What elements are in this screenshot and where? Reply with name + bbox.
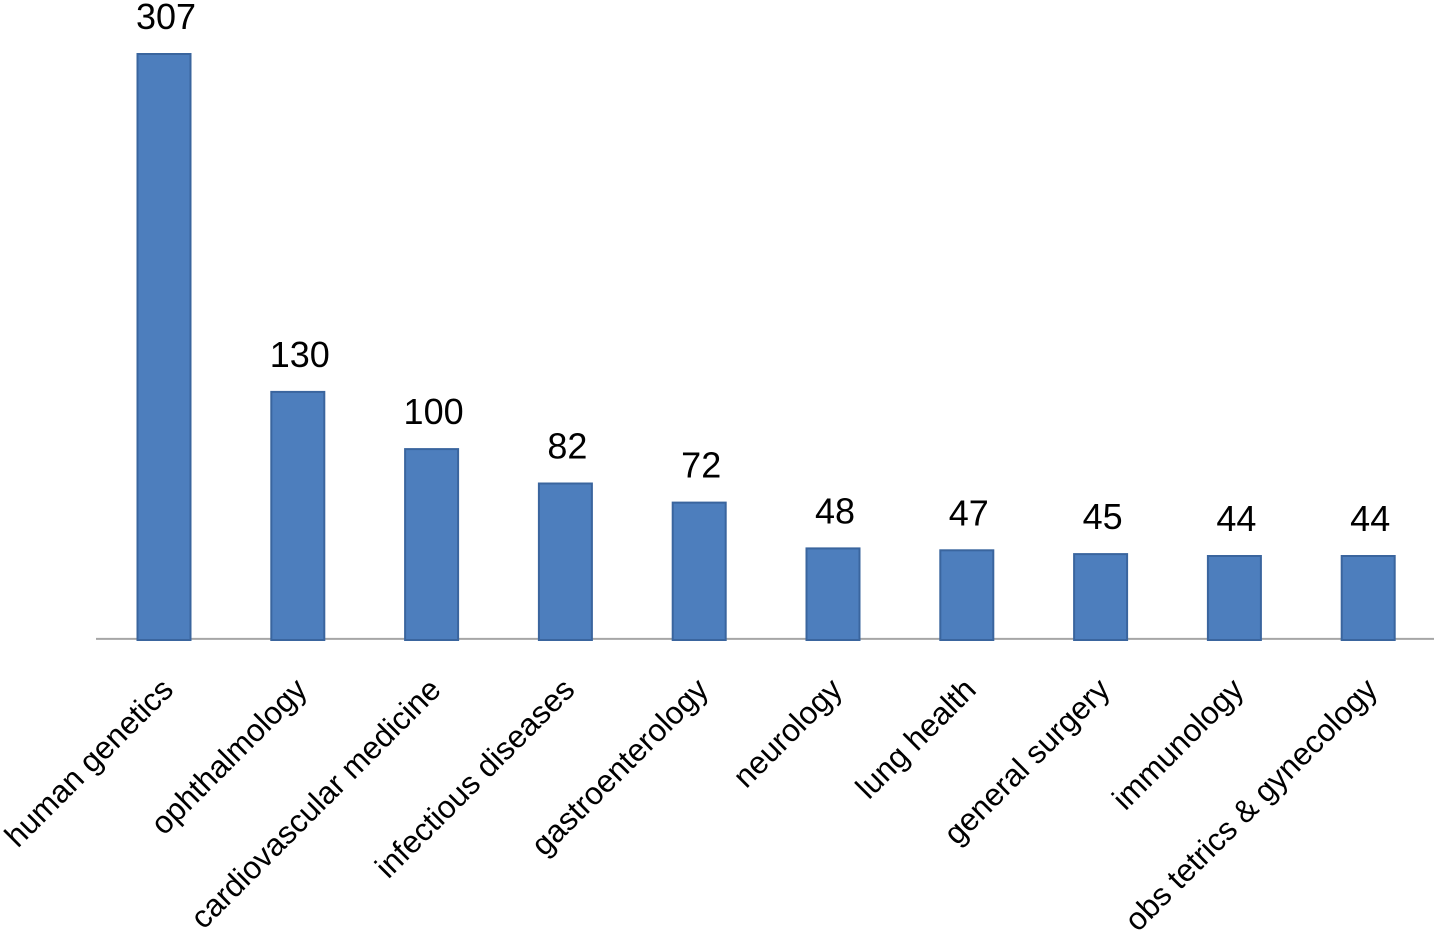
svg-text:47: 47 bbox=[949, 492, 989, 533]
svg-text:307: 307 bbox=[136, 0, 196, 37]
svg-text:100: 100 bbox=[404, 391, 464, 432]
svg-text:72: 72 bbox=[681, 445, 721, 486]
svg-text:45: 45 bbox=[1083, 496, 1123, 537]
svg-text:82: 82 bbox=[547, 426, 587, 467]
svg-text:44: 44 bbox=[1350, 498, 1390, 539]
svg-text:130: 130 bbox=[270, 334, 330, 375]
svg-text:44: 44 bbox=[1216, 498, 1256, 539]
svg-text:48: 48 bbox=[815, 490, 855, 531]
